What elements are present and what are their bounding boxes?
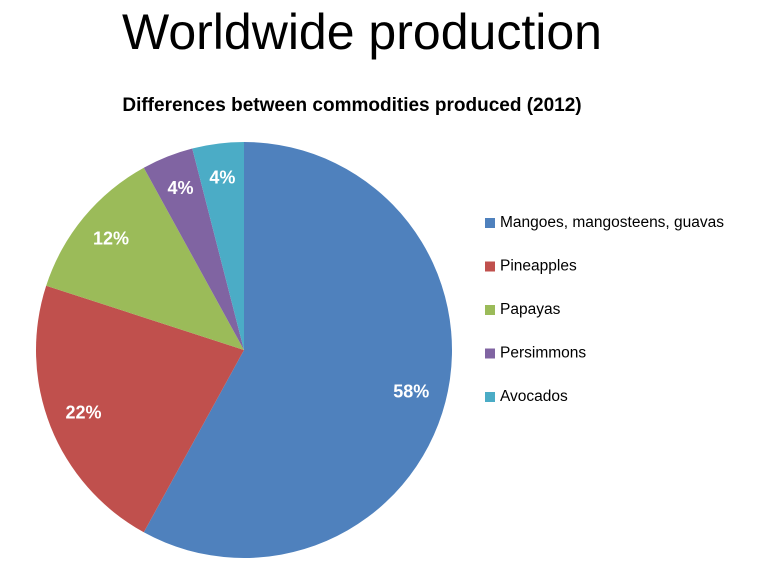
data-label: 4% bbox=[209, 167, 235, 187]
legend-swatch bbox=[485, 261, 495, 272]
legend-label: Avocados bbox=[500, 388, 568, 405]
pie-slice bbox=[143, 148, 244, 350]
data-label: 58% bbox=[393, 382, 429, 402]
legend-label: Persimmons bbox=[500, 345, 586, 362]
legend-label: Mangoes, mangosteens, guavas bbox=[500, 214, 724, 231]
legend-swatch bbox=[485, 305, 495, 315]
pie: 58% 22% 12% 4% 4% bbox=[35, 142, 452, 558]
legend-swatch bbox=[485, 348, 495, 359]
pie-slice bbox=[46, 167, 245, 350]
data-label: 4% bbox=[167, 178, 193, 198]
pie-slice bbox=[143, 142, 452, 558]
pie-slice bbox=[192, 142, 244, 350]
legend-swatch bbox=[485, 392, 495, 402]
data-label: 12% bbox=[93, 229, 129, 249]
legend-swatch bbox=[485, 218, 495, 228]
legend-label: Papayas bbox=[500, 301, 561, 318]
slide-title: Worldwide production bbox=[122, 4, 602, 60]
legend-label: Pineapples bbox=[500, 258, 577, 275]
data-label: 22% bbox=[65, 402, 101, 422]
chart-title: Differences between commodities produced… bbox=[122, 95, 581, 116]
legend: Mangoes, mangosteens, guavas Pineapples Pa… bbox=[485, 214, 724, 405]
pie-slice bbox=[35, 285, 244, 533]
